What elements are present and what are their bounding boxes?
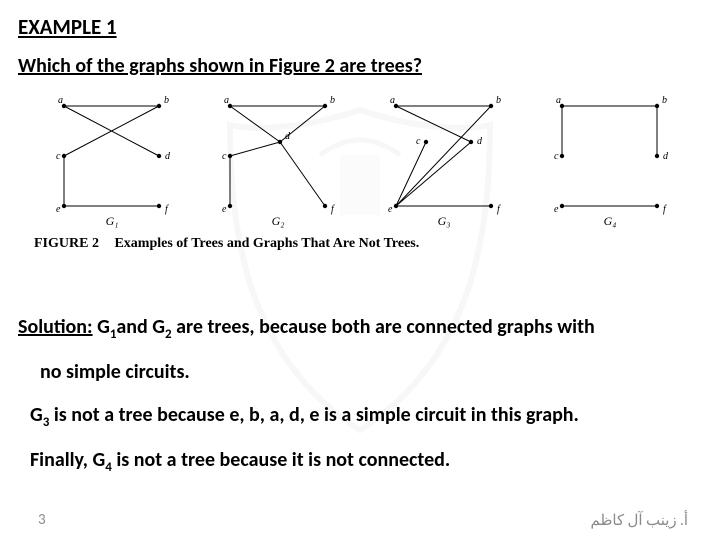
author-credit: أ. زينب آل كاظم [591, 511, 689, 530]
svg-text:e: e [56, 204, 61, 215]
svg-text:e: e [554, 204, 559, 215]
svg-text:b: b [662, 95, 667, 106]
question-text: Which of the graphs shown in Figure 2 ar… [18, 54, 702, 78]
svg-text:G₃: G₃ [438, 214, 451, 228]
svg-text:a: a [556, 95, 561, 106]
slide-footer: 3 أ. زينب آل كاظم [0, 511, 720, 530]
graph-g4: a b c d e f G₄ [532, 92, 692, 232]
svg-text:c: c [416, 136, 421, 147]
svg-text:G₂: G₂ [272, 214, 285, 228]
svg-text:f: f [331, 204, 335, 215]
solution-p2: G3 is not a tree because e, b, a, d, e i… [18, 400, 702, 433]
svg-text:c: c [222, 151, 227, 162]
figure-caption: FIGURE 2 Examples of Trees and Graphs Th… [18, 234, 702, 252]
solution-label: Solution: [18, 315, 93, 339]
solution-p1b: no simple circuits. [18, 357, 702, 388]
svg-text:G₁: G₁ [106, 214, 119, 228]
figure-row: a b c d e f G₁ a b c d e f G₂ a b c d e f G₃ a b c d e f G₄ [18, 88, 702, 234]
solution-block: Solution: G1and G2 are trees, because bo… [18, 312, 702, 478]
solution-p1: Solution: G1and G2 are trees, because bo… [18, 312, 702, 345]
svg-text:d: d [663, 151, 669, 162]
figure-label: FIGURE 2 [34, 236, 99, 251]
graph-g2: a b c d e f G₂ [200, 92, 360, 232]
svg-text:d: d [477, 136, 483, 147]
svg-text:b: b [496, 95, 501, 106]
svg-text:b: b [164, 95, 169, 106]
svg-text:a: a [390, 95, 395, 106]
figure-caption-text: Examples of Trees and Graphs That Are No… [114, 236, 419, 251]
svg-text:b: b [330, 95, 335, 106]
svg-text:f: f [663, 204, 667, 215]
svg-text:c: c [56, 151, 61, 162]
svg-text:c: c [554, 151, 559, 162]
svg-text:G₄: G₄ [604, 214, 617, 228]
svg-text:a: a [58, 95, 63, 106]
svg-text:d: d [285, 131, 291, 142]
svg-text:e: e [222, 204, 227, 215]
page-number: 3 [38, 511, 46, 530]
svg-text:f: f [497, 204, 501, 215]
example-title: EXAMPLE 1 [18, 14, 702, 40]
svg-text:d: d [165, 151, 171, 162]
solution-p3: Finally, G4 is not a tree because it is … [18, 445, 702, 478]
svg-text:a: a [224, 95, 229, 106]
svg-text:f: f [165, 204, 169, 215]
svg-text:e: e [388, 204, 393, 215]
graph-g3: a b c d e f G₃ [366, 92, 526, 232]
graph-g1: a b c d e f G₁ [34, 92, 194, 232]
